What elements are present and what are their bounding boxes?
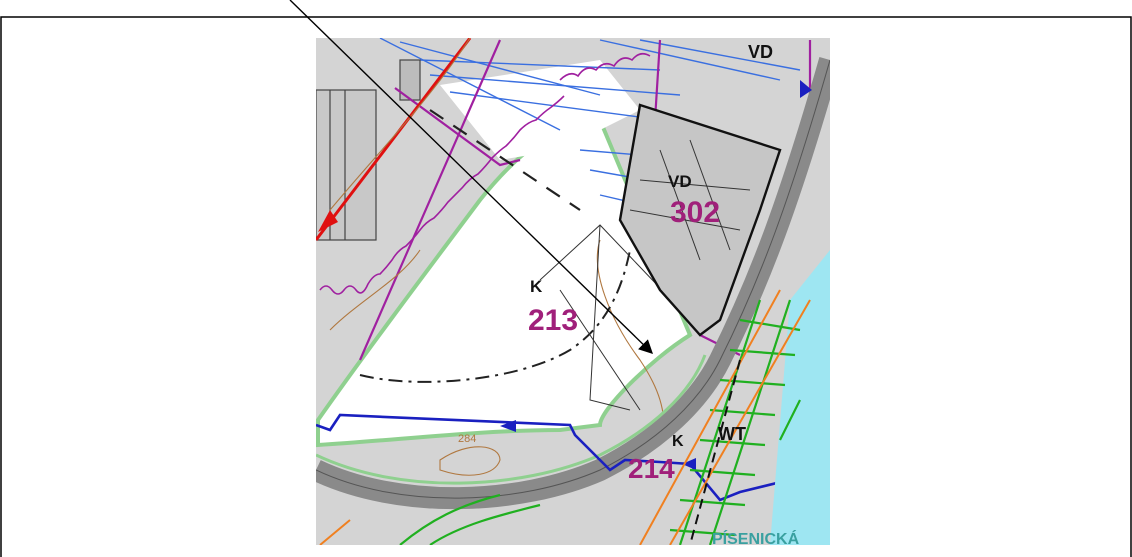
open-area-top (440, 60, 640, 160)
label-214: 214 (628, 453, 675, 484)
label-302: 302 (670, 196, 720, 229)
label-street: PÍSENICKÁ (712, 529, 800, 548)
road-green-edge (316, 354, 707, 485)
label-vd-mid: VD (668, 172, 692, 191)
label-k-mid: K (530, 277, 543, 296)
black-dashed-line (429, 109, 581, 211)
purple-wavy-line (319, 95, 565, 295)
blue-line (316, 413, 830, 502)
label-213: 213 (528, 304, 578, 337)
rail-block (316, 59, 421, 241)
parcel-302 (618, 103, 782, 337)
red-arrow-icon (318, 210, 338, 232)
red-line (316, 38, 472, 241)
blue-arrow-icon-2 (682, 458, 696, 470)
label-k-bottom: K (672, 433, 684, 450)
orange-lines (319, 289, 811, 545)
blue-arrow-icon-3 (800, 80, 812, 98)
cyan-area (770, 250, 830, 545)
label-contour-284: 284 (458, 433, 476, 445)
dash-dot-arc (359, 249, 631, 383)
road-edge-inner (316, 59, 830, 499)
green-hatch (399, 299, 801, 545)
figure-frame (0, 16, 1132, 557)
parcel-302-inner (629, 139, 751, 261)
blue-arrow-icon-1 (500, 420, 516, 432)
label-wt: WT (718, 424, 746, 444)
annotation-arrow (289, 0, 654, 354)
open-area-213 (316, 117, 693, 448)
purple-wavy-line-top (559, 52, 651, 81)
label-vd-top: VD (748, 42, 773, 62)
map-area: VD VD 302 K 213 K 214 WT 284 PÍSENICKÁ (316, 38, 830, 548)
